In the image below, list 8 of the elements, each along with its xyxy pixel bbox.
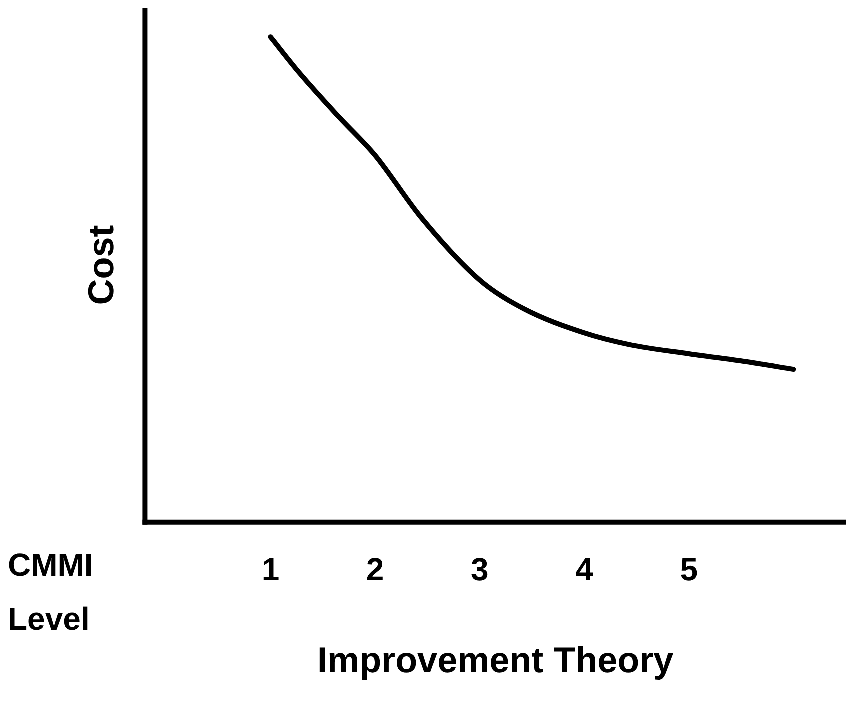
- text: CMMI Level: [8, 546, 94, 639]
- x-tick-label: 2: [366, 551, 384, 588]
- x-tick-label: 5: [680, 551, 698, 588]
- x-tick-label: 1: [262, 551, 280, 588]
- x-tick-label: 4: [576, 551, 594, 588]
- y-axis-title: Cost: [80, 225, 122, 306]
- x-tick-label: 3: [471, 551, 489, 588]
- x-axis-title: Improvement Theory: [318, 639, 674, 680]
